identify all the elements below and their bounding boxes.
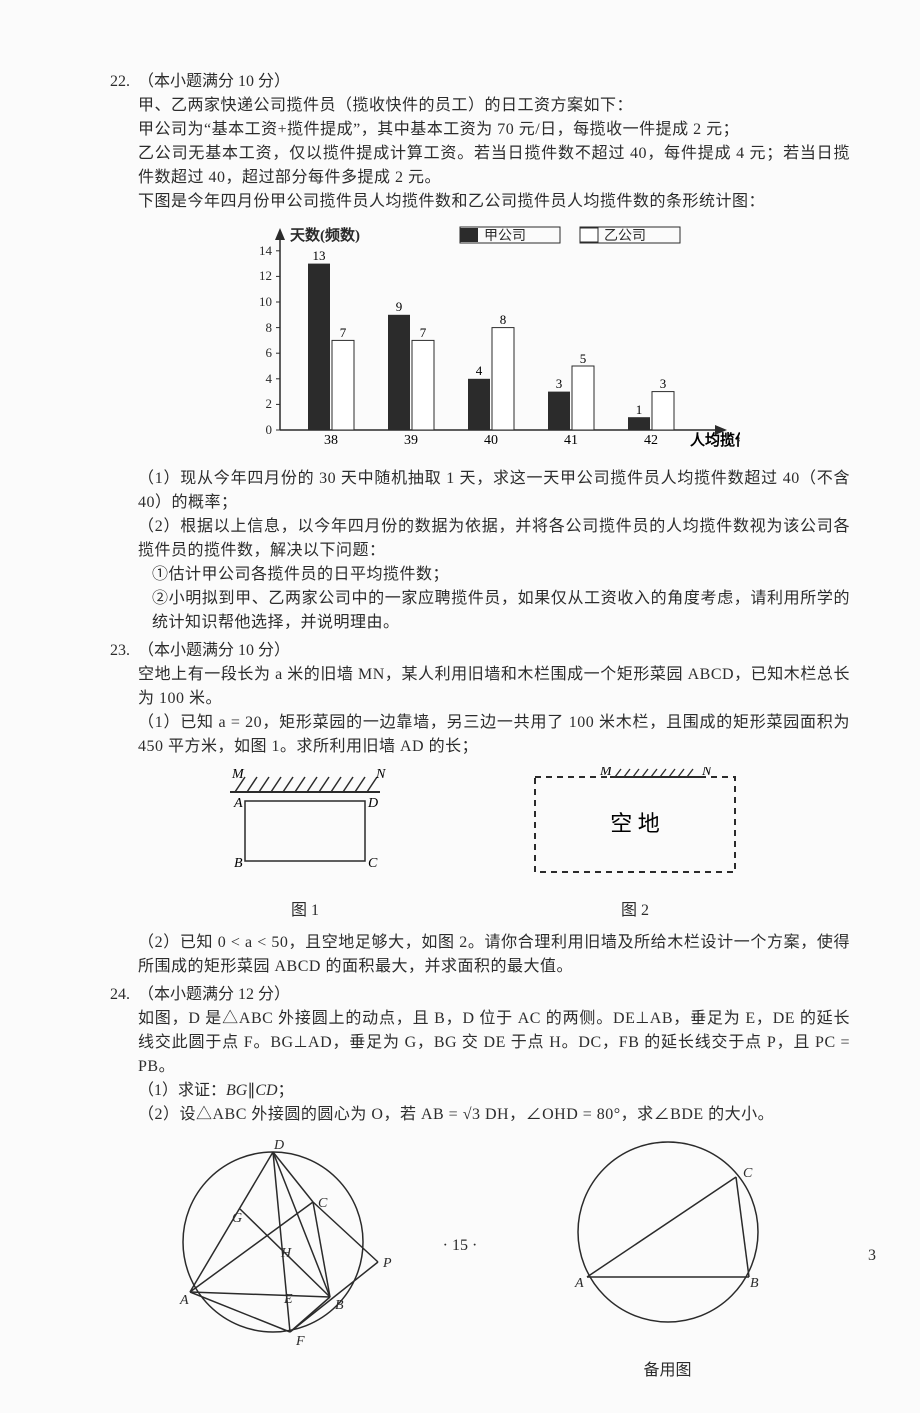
svg-text:3: 3 <box>660 376 667 391</box>
q23-header: （本小题满分 10 分） <box>138 639 850 663</box>
q24-header: （本小题满分 12 分） <box>138 983 850 1007</box>
svg-text:C: C <box>368 856 378 871</box>
q22: 22. （本小题满分 10 分） <box>110 70 850 94</box>
q24-fig-left: A B C D E F G H P <box>178 1137 418 1383</box>
q24-intro: 如图，D 是△ABC 外接圆上的动点，且 B，D 位于 AC 的两侧。DE⊥AB… <box>110 1007 850 1079</box>
svg-text:C: C <box>743 1166 753 1181</box>
q22-header: （本小题满分 10 分） <box>138 70 850 94</box>
svg-text:42: 42 <box>644 433 658 448</box>
q24-num: 24. <box>110 983 138 1007</box>
chart-x-title: 人均揽件数 <box>690 431 740 449</box>
svg-text:5: 5 <box>580 351 587 366</box>
q22-sub1: （1）现从今年四月份的 30 天中随机抽取 1 天，求这一天甲公司揽件员人均揽件… <box>110 467 850 515</box>
svg-text:0: 0 <box>266 422 273 437</box>
q23-figures: M N A D B C 图 1 <box>110 767 850 923</box>
q22-line2: 甲公司为“基本工资+揽件提成”，其中基本工资为 70 元/日，每揽收一件提成 2… <box>110 118 850 142</box>
q23-sub1: （1）已知 a = 20，矩形菜园的一边靠墙，另三边一共用了 100 米木栏，且… <box>110 711 850 759</box>
q24-fig-right: A B C 备用图 <box>553 1137 783 1383</box>
q23-sub2: （2）已知 0 < a < 50，且空地足够大，如图 2。请你合理利用旧墙及所给… <box>110 931 850 979</box>
q22-line1: 甲、乙两家快递公司揽件员（揽收快件的员工）的日工资方案如下： <box>110 94 850 118</box>
q24-sub1: （1）求证：BG∥CD； <box>110 1079 850 1103</box>
svg-text:D: D <box>273 1138 284 1153</box>
svg-text:B: B <box>335 1298 344 1313</box>
svg-text:12: 12 <box>259 268 272 283</box>
page-number: · 15 · <box>0 1234 920 1258</box>
legend-a: 甲公司 <box>484 229 526 244</box>
q23-fig2: M N 空 地 图 2 <box>520 767 750 923</box>
svg-text:B: B <box>750 1276 759 1291</box>
svg-text:13: 13 <box>313 248 326 263</box>
svg-text:A: A <box>233 796 243 811</box>
svg-text:3: 3 <box>556 376 563 391</box>
svg-text:B: B <box>234 856 243 871</box>
svg-text:7: 7 <box>420 325 427 340</box>
q22-line4: 下图是今年四月份甲公司揽件员人均揽件数和乙公司揽件员人均揽件数的条形统计图： <box>110 190 850 214</box>
svg-text:6: 6 <box>266 345 273 360</box>
q23-fig2-label: 图 2 <box>520 899 750 923</box>
svg-text:空 地: 空 地 <box>610 811 660 836</box>
svg-text:N: N <box>701 767 712 779</box>
svg-text:9: 9 <box>396 299 403 314</box>
q23-intro: 空地上有一段长为 a 米的旧墙 MN，某人利用旧墙和木栏围成一个矩形菜园 ABC… <box>110 663 850 711</box>
svg-text:2: 2 <box>266 396 273 411</box>
svg-text:1: 1 <box>636 402 643 417</box>
q23-fig1-label: 图 1 <box>210 899 400 923</box>
svg-text:41: 41 <box>564 433 578 448</box>
svg-text:A: A <box>179 1293 189 1308</box>
q22-line3: 乙公司无基本工资，仅以揽件提成计算工资。若当日揽件数不超过 40，每件提成 4 … <box>110 142 850 190</box>
q22-sub2b: ②小明拟到甲、乙两家公司中的一家应聘揽件员，如果仅从工资收入的角度考虑，请利用所… <box>110 587 850 635</box>
svg-text:D: D <box>367 796 378 811</box>
svg-text:8: 8 <box>266 320 273 335</box>
svg-text:40: 40 <box>484 433 498 448</box>
svg-text:7: 7 <box>340 325 347 340</box>
q22-chart: 天数(频数) 甲公司 乙公司 0 2 4 6 8 10 12 14 13 <box>110 220 850 463</box>
svg-text:P: P <box>382 1256 392 1271</box>
q23-fig1: M N A D B C 图 1 <box>210 767 400 923</box>
chart-y-title: 天数(频数) <box>290 226 360 244</box>
q24: 24. （本小题满分 12 分） <box>110 983 850 1007</box>
svg-text:4: 4 <box>476 363 483 378</box>
q24-sub2: （2）设△ABC 外接圆的圆心为 O，若 AB = √3 DH，∠OHD = 8… <box>110 1103 850 1127</box>
q23-num: 23. <box>110 639 138 663</box>
q22-sub2: （2）根据以上信息，以今年四月份的数据为依据，并将各公司揽件员的人均揽件数视为该… <box>110 515 850 563</box>
q23: 23. （本小题满分 10 分） <box>110 639 850 663</box>
q22-sub2a: ①估计甲公司各揽件员的日平均揽件数； <box>110 563 850 587</box>
svg-text:M: M <box>599 767 613 779</box>
svg-text:10: 10 <box>259 294 272 309</box>
q24-fig-right-label: 备用图 <box>553 1359 783 1383</box>
svg-text:F: F <box>295 1334 305 1347</box>
svg-text:14: 14 <box>259 243 273 258</box>
svg-text:A: A <box>574 1276 584 1291</box>
svg-text:N: N <box>375 767 386 782</box>
svg-text:M: M <box>231 767 245 782</box>
svg-text:4: 4 <box>266 371 273 386</box>
legend-b: 乙公司 <box>604 228 646 244</box>
side-number: 3 <box>868 1244 876 1268</box>
page: 22. （本小题满分 10 分） 甲、乙两家快递公司揽件员（揽收快件的员工）的日… <box>0 0 920 1413</box>
q22-num: 22. <box>110 70 138 94</box>
svg-text:8: 8 <box>500 312 507 327</box>
q24-figures: A B C D E F G H P <box>110 1137 850 1383</box>
svg-text:38: 38 <box>324 433 338 448</box>
svg-text:39: 39 <box>404 433 418 448</box>
